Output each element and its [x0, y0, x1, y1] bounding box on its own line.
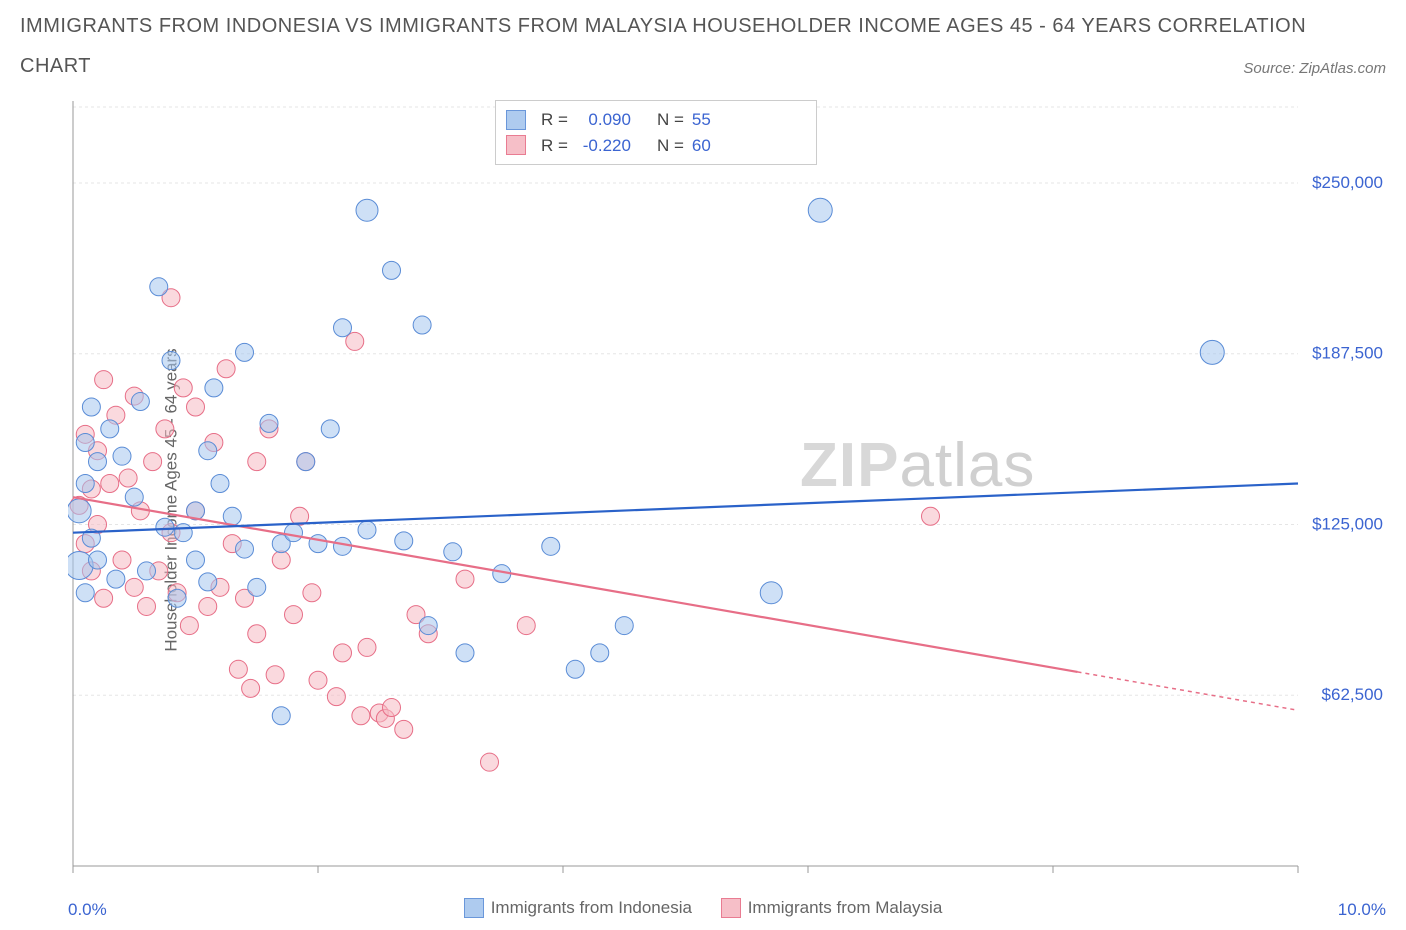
legend-item-indonesia: Immigrants from Indonesia [464, 898, 692, 918]
swatch-indonesia-2 [464, 898, 484, 918]
bottom-legend: Immigrants from Indonesia Immigrants fro… [0, 898, 1406, 923]
stats-legend: R = 0.090 N = 55 R = -0.220 N = 60 [495, 100, 817, 165]
swatch-malaysia-2 [721, 898, 741, 918]
r-value-malaysia: -0.220 [576, 133, 631, 159]
svg-text:$125,000: $125,000 [1312, 514, 1383, 533]
chart-container: IMMIGRANTS FROM INDONESIA VS IMMIGRANTS … [0, 0, 1406, 930]
chart-title-line2: CHART [20, 55, 1386, 78]
svg-text:$250,000: $250,000 [1312, 173, 1383, 192]
n-value-malaysia: 60 [692, 133, 711, 159]
source-attribution: Source: ZipAtlas.com [1243, 60, 1386, 77]
stats-row-malaysia: R = -0.220 N = 60 [506, 133, 806, 159]
swatch-malaysia [506, 135, 526, 155]
r-value-indonesia: 0.090 [576, 107, 631, 133]
swatch-indonesia [506, 110, 526, 130]
scatter-chart: $62,500 $125,000 $187,500 $250,000 [68, 96, 1388, 886]
svg-text:$62,500: $62,500 [1322, 685, 1383, 704]
svg-text:$187,500: $187,500 [1312, 344, 1383, 363]
chart-title-line1: IMMIGRANTS FROM INDONESIA VS IMMIGRANTS … [20, 15, 1386, 38]
legend-item-malaysia: Immigrants from Malaysia [721, 898, 943, 918]
stats-row-indonesia: R = 0.090 N = 55 [506, 107, 806, 133]
n-value-indonesia: 55 [692, 107, 711, 133]
